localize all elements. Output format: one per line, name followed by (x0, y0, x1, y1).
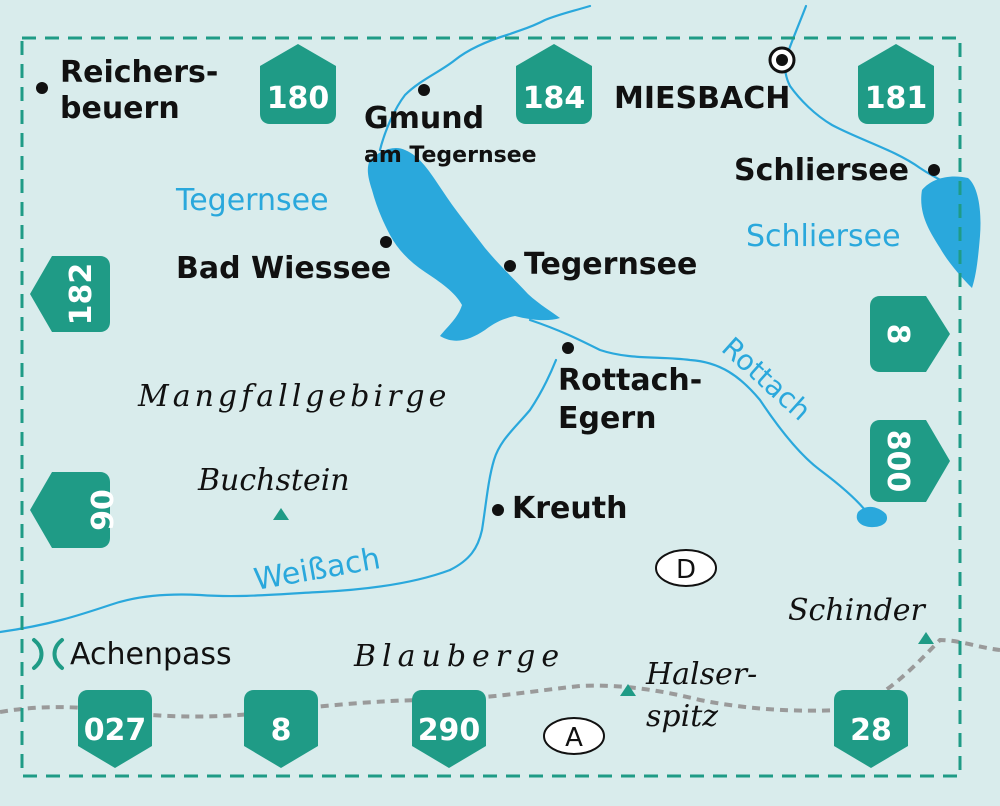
river-rottach (528, 318, 867, 512)
lake-schliersee (921, 176, 981, 288)
river-schlierach (788, 84, 954, 188)
sheet-badge-bottom-4[interactable]: 28 (834, 690, 908, 768)
lake-tegernsee (367, 148, 560, 341)
town-dot-tegernsee (504, 260, 516, 272)
sheet-badge-left-1[interactable]: 182 (30, 256, 110, 332)
town-label-rottach-1: Rottach- (558, 363, 702, 398)
town-label-schliersee: Schliersee (734, 153, 909, 188)
country-marker-austria: A (543, 717, 605, 755)
badge-label: 8 (271, 713, 292, 748)
peak-icon-buchstein (273, 508, 289, 520)
country-oval (655, 549, 717, 587)
sheet-badge-top-3[interactable]: 181 (858, 44, 934, 124)
badge-label: 181 (865, 81, 928, 116)
river-weissach (0, 568, 452, 634)
peak-icon-halserspitz (620, 684, 636, 696)
country-label: D (676, 555, 696, 585)
town-dot-rottach (562, 342, 574, 354)
badge-shape (834, 690, 908, 768)
badge-shape (412, 690, 486, 768)
sheet-badge-right-2[interactable]: 800 (870, 420, 950, 502)
town-dot-schliersee (928, 164, 940, 176)
badge-label: 290 (418, 713, 481, 748)
town-markers (36, 82, 940, 516)
badge-shape (30, 472, 110, 548)
town-dot-bad-wiessee (380, 236, 392, 248)
peak-label-schinder: Schinder (788, 593, 927, 628)
river-weissach-upper (448, 358, 558, 572)
sheet-badge-bottom-1[interactable]: 027 (78, 690, 152, 768)
badge-label: 182 (64, 263, 99, 326)
town-dot-reichersbeuern (36, 82, 48, 94)
region-label-mangfallgebirge: Mangfallgebirge (137, 379, 450, 414)
town-label-kreuth: Kreuth (512, 491, 627, 526)
badge-shape (870, 420, 950, 502)
town-label-reichersbeuern-2: beuern (60, 91, 180, 126)
country-label: A (565, 723, 583, 753)
district-capital-icon (768, 46, 796, 74)
pass-icon (32, 638, 64, 670)
badge-shape (516, 44, 592, 124)
town-label-rottach-2: Egern (558, 401, 656, 436)
town-label-gmund-2: am Tegernsee (364, 143, 537, 168)
badge-shape (870, 296, 950, 372)
peak-label-halserspitz-1: Halser- (645, 657, 757, 692)
badge-label: 027 (84, 713, 147, 748)
town-dot-kreuth (492, 504, 504, 516)
lake-label-schliersee: Schliersee (746, 219, 901, 254)
badge-label: 184 (523, 81, 586, 116)
town-label-gmund-1: Gmund (364, 101, 484, 136)
town-label-miesbach: MIESBACH (614, 81, 790, 116)
sheet-badge-top-2[interactable]: 184 (516, 44, 592, 124)
badge-shape (30, 256, 110, 332)
peak-icon-schinder (918, 632, 934, 644)
badge-label: 800 (880, 430, 915, 493)
badge-label: 8 (880, 324, 915, 345)
sheet-badge-left-2[interactable]: 06 (30, 472, 118, 548)
country-oval (543, 717, 605, 755)
town-label-reichersbeuern-1: Reichers- (60, 55, 218, 90)
pass-label-achenpass: Achenpass (70, 637, 232, 672)
sheet-badge-bottom-2[interactable]: 8 (244, 690, 318, 768)
lake-rottach-end (856, 506, 888, 528)
badge-shape (244, 690, 318, 768)
badge-label: 28 (850, 713, 892, 748)
map-frame (20, 36, 962, 778)
lake-label-tegernsee: Tegernsee (175, 183, 329, 218)
sheet-badge-top-1[interactable]: 180 (260, 44, 336, 124)
town-dot-gmund (418, 84, 430, 96)
capital-dot (776, 54, 788, 66)
badge-shape (858, 44, 934, 124)
national-border (0, 637, 1000, 719)
peak-label-buchstein: Buchstein (197, 463, 350, 498)
badge-label: 180 (267, 81, 330, 116)
badge-label: 06 (83, 489, 118, 531)
peak-label-halserspitz-2: spitz (646, 699, 718, 734)
river-mangfall (378, 4, 592, 152)
sheet-badge-bottom-3[interactable]: 290 (412, 690, 486, 768)
badge-shape (78, 690, 152, 768)
town-label-tegernsee: Tegernsee (524, 247, 697, 282)
town-label-bad-wiessee: Bad Wiessee (176, 251, 391, 286)
country-marker-germany: D (655, 549, 717, 587)
region-label-blauberge: Blauberge (353, 639, 565, 674)
badge-shape (260, 44, 336, 124)
sheet-badge-right-1[interactable]: 8 (870, 296, 950, 372)
